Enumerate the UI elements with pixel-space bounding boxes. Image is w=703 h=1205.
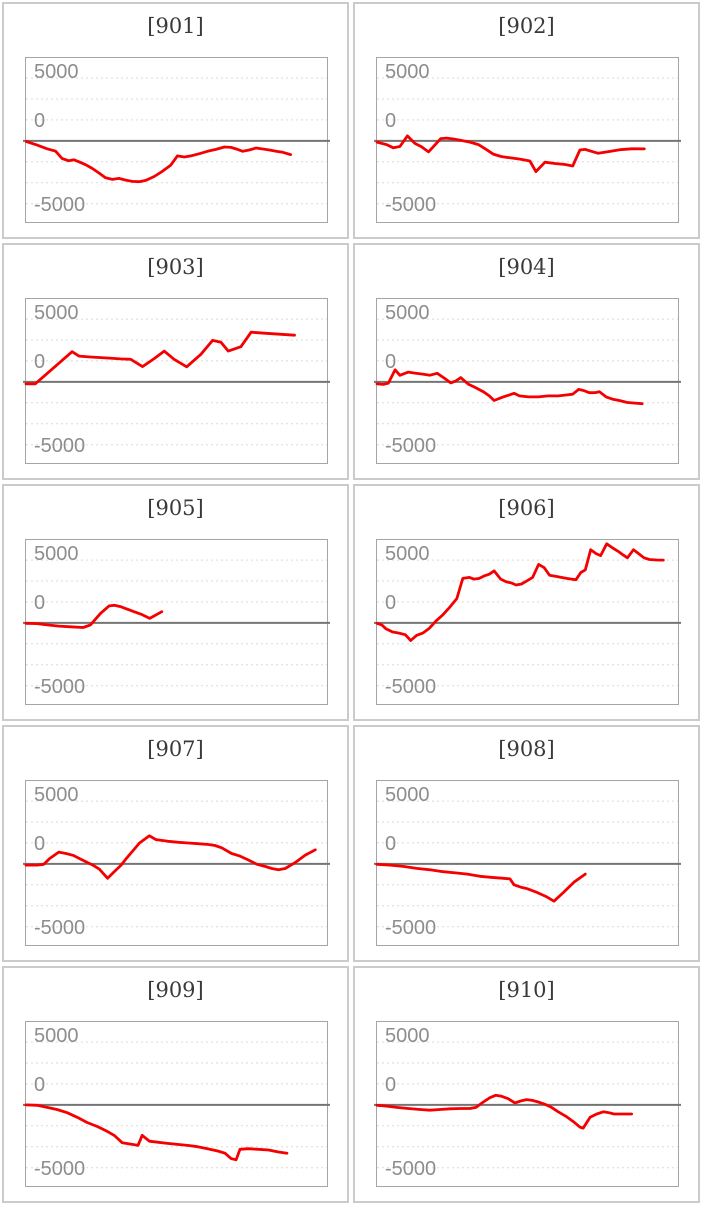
y-axis-label-neg5000: -5000	[34, 916, 86, 939]
chart-title: [908]	[498, 737, 555, 761]
y-axis-label-neg5000: -5000	[34, 1157, 86, 1180]
y-axis-label-0: 0	[385, 591, 397, 614]
y-axis-label-5000: 5000	[385, 61, 430, 84]
y-axis-label-neg5000: -5000	[385, 434, 437, 457]
y-axis-label-0: 0	[34, 832, 46, 855]
plot-area: 5000 0 -5000	[374, 57, 681, 223]
y-axis-label-neg5000: -5000	[34, 434, 86, 457]
chart-title: [901]	[147, 14, 204, 38]
plot-area: 5000 0 -5000	[23, 539, 330, 705]
y-axis-label-5000: 5000	[385, 784, 430, 807]
y-axis-label-5000: 5000	[34, 302, 79, 325]
chart-panel: [902] 5000 0 -5000	[353, 2, 700, 239]
plot-area: 5000 0 -5000	[23, 57, 330, 223]
plot-area: 5000 0 -5000	[23, 780, 330, 946]
y-axis-label-0: 0	[34, 109, 46, 132]
chart-panel: [906] 5000 0 -5000	[353, 484, 700, 721]
y-axis-label-5000: 5000	[34, 1025, 79, 1048]
line-chart-svg	[23, 800, 330, 928]
plot-area: 5000 0 -5000	[374, 1021, 681, 1187]
line-chart-svg	[374, 1041, 681, 1169]
line-chart-svg	[23, 77, 330, 205]
chart-panel: [908] 5000 0 -5000	[353, 725, 700, 962]
line-chart-svg	[374, 800, 681, 928]
chart-panel: [901] 5000 0 -5000	[2, 2, 349, 239]
plot-area: 5000 0 -5000	[374, 539, 681, 705]
y-axis-label-5000: 5000	[385, 302, 430, 325]
line-chart-svg	[374, 542, 681, 687]
y-axis-label-0: 0	[385, 832, 397, 855]
chart-panel: [910] 5000 0 -5000	[353, 966, 700, 1203]
line-chart-svg	[23, 559, 330, 687]
y-axis-label-0: 0	[34, 591, 46, 614]
plot-area: 5000 0 -5000	[374, 780, 681, 946]
chart-panel: [904] 5000 0 -5000	[353, 243, 700, 480]
chart-title: [904]	[498, 255, 555, 279]
line-chart-svg	[23, 1041, 330, 1169]
plot-area: 5000 0 -5000	[23, 298, 330, 464]
y-axis-label-neg5000: -5000	[34, 193, 86, 216]
chart-panel: [909] 5000 0 -5000	[2, 966, 349, 1203]
y-axis-label-neg5000: -5000	[385, 193, 437, 216]
line-chart-svg	[374, 77, 681, 205]
y-axis-label-neg5000: -5000	[385, 916, 437, 939]
plot-area: 5000 0 -5000	[374, 298, 681, 464]
y-axis-label-0: 0	[385, 1073, 397, 1096]
y-axis-label-5000: 5000	[34, 543, 79, 566]
chart-title: [906]	[498, 496, 555, 520]
chart-title: [903]	[147, 255, 204, 279]
plot-area: 5000 0 -5000	[23, 1021, 330, 1187]
line-chart-svg	[23, 318, 330, 446]
y-axis-label-0: 0	[385, 350, 397, 373]
chart-title: [910]	[498, 978, 555, 1002]
chart-panel: [907] 5000 0 -5000	[2, 725, 349, 962]
y-axis-label-0: 0	[34, 1073, 46, 1096]
y-axis-label-neg5000: -5000	[385, 1157, 437, 1180]
y-axis-label-0: 0	[385, 109, 397, 132]
chart-title: [905]	[147, 496, 204, 520]
y-axis-label-5000: 5000	[34, 61, 79, 84]
y-axis-label-neg5000: -5000	[34, 675, 86, 698]
chart-title: [902]	[498, 14, 555, 38]
chart-title: [907]	[147, 737, 204, 761]
y-axis-label-0: 0	[34, 350, 46, 373]
y-axis-label-5000: 5000	[34, 784, 79, 807]
y-axis-label-5000: 5000	[385, 1025, 430, 1048]
line-chart-svg	[374, 318, 681, 446]
y-axis-label-neg5000: -5000	[385, 675, 437, 698]
chart-panel: [903] 5000 0 -5000	[2, 243, 349, 480]
chart-title: [909]	[147, 978, 204, 1002]
y-axis-label-5000: 5000	[385, 543, 430, 566]
chart-panel: [905] 5000 0 -5000	[2, 484, 349, 721]
